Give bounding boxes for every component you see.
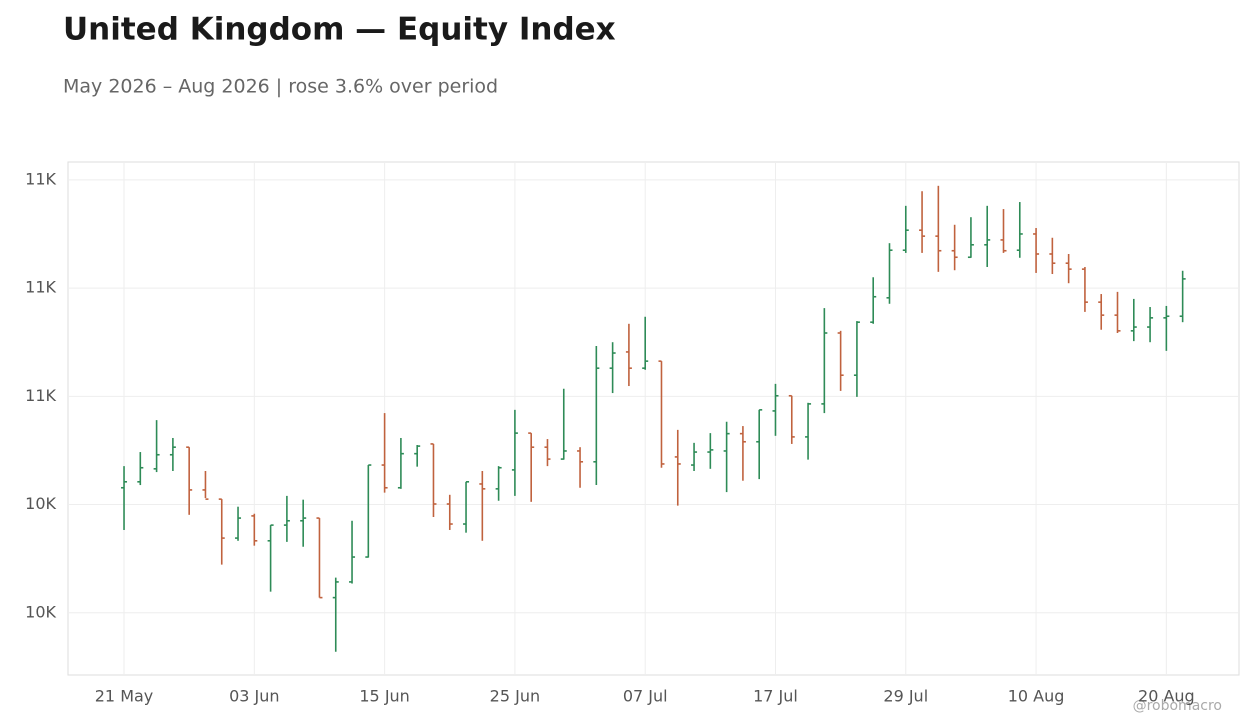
chart-subtitle: May 2026 – Aug 2026 | rose 3.6% over per…: [63, 76, 498, 98]
y-tick-label: 10K: [25, 602, 56, 621]
y-tick-label: 11K: [25, 278, 56, 297]
x-tick-label: 25 Jun: [490, 687, 540, 706]
x-tick-label: 10 Aug: [1008, 687, 1065, 706]
y-tick-label: 11K: [25, 386, 56, 405]
y-tick-label: 10K: [25, 494, 56, 513]
x-tick-label: 20 Aug: [1138, 687, 1195, 706]
watermark: @robomacro: [1133, 698, 1222, 714]
x-tick-label: 03 Jun: [229, 687, 279, 706]
x-tick-label: 15 Jun: [359, 687, 409, 706]
y-tick-label: 11K: [25, 169, 56, 188]
x-tick-label: 07 Jul: [623, 687, 668, 706]
x-tick-label: 21 May: [95, 687, 154, 706]
x-tick-label: 17 Jul: [753, 687, 798, 706]
x-tick-label: 29 Jul: [883, 687, 928, 706]
chart-title: United Kingdom — Equity Index: [63, 12, 616, 48]
plot-frame: [67, 161, 1240, 676]
